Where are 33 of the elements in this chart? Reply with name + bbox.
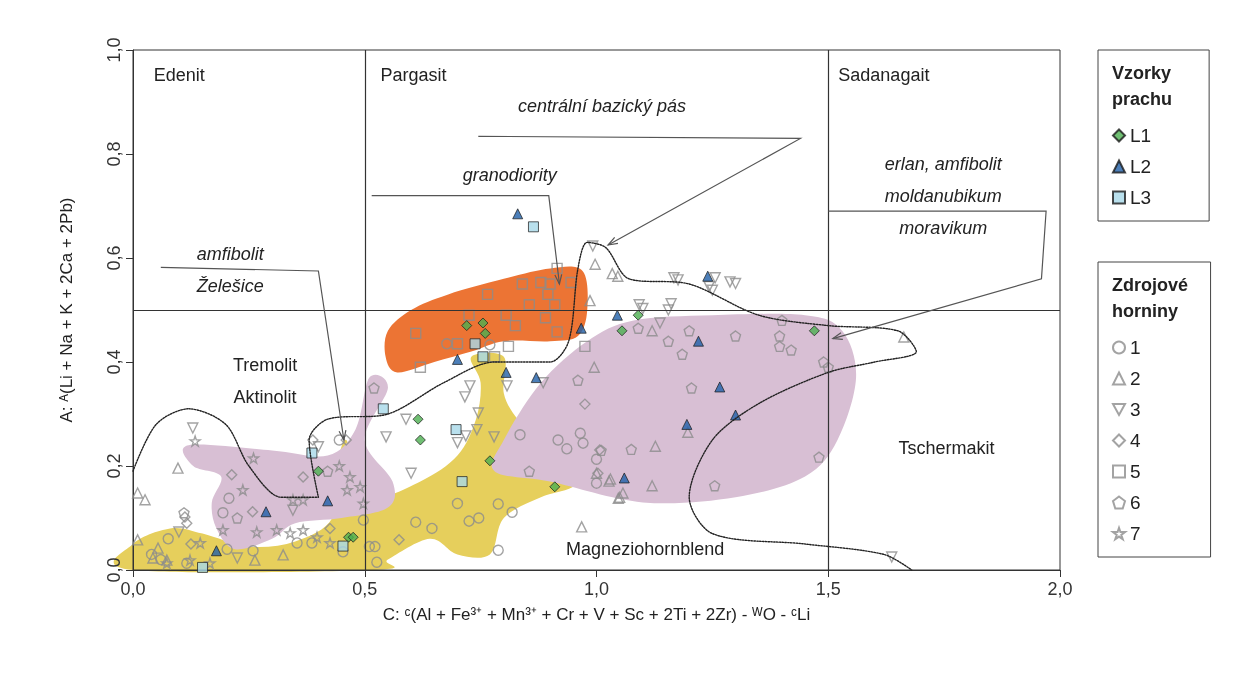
legend-label: 1 xyxy=(1130,337,1141,358)
y-tick-label: 0,4 xyxy=(104,349,124,375)
legend-label: L1 xyxy=(1130,125,1152,146)
annotation: centrální bazický pás xyxy=(518,96,687,117)
y-tick-label: 0,6 xyxy=(104,245,124,271)
x-axis-title: C: ᶜ(Al + Fe³⁺ + Mn³⁺ + Cr + V + Sc + 2Ti + 2Zr) - ᵂO - ᶜLi xyxy=(382,605,811,624)
legend-label: L3 xyxy=(1130,187,1152,208)
x-tick-label: 2,0 xyxy=(1047,579,1073,599)
annotation: Edenit xyxy=(153,64,205,85)
annotation: amfibolit Želešice xyxy=(195,243,265,296)
legend-label: 7 xyxy=(1130,523,1141,544)
y-tick-label: 1,0 xyxy=(104,37,124,63)
legend-label: 4 xyxy=(1130,430,1141,451)
x-tick-label: 1,0 xyxy=(583,579,610,599)
x-tick-label: 0,5 xyxy=(352,579,378,599)
text: Zdrojové horniny xyxy=(1112,275,1189,321)
annotation: Magneziohornblend xyxy=(566,539,725,560)
annotation: Tremolit Aktinolit xyxy=(232,355,298,408)
text: Vzorky prachu xyxy=(1112,63,1173,109)
legend-label: 2 xyxy=(1130,368,1141,389)
legend-label: 6 xyxy=(1130,492,1141,513)
x-tick-label: 1,5 xyxy=(815,579,841,599)
annotation: Tschermakit xyxy=(898,437,995,458)
y-tick-label: 0,8 xyxy=(104,141,124,167)
legend-label: 3 xyxy=(1130,399,1141,420)
annotation: erlan, amfibolit moldanubikum moravikum xyxy=(884,153,1003,238)
y-tick-label: 0,2 xyxy=(104,453,124,479)
annotation: granodiority xyxy=(462,164,558,185)
annotation: Pargasit xyxy=(380,64,447,85)
legend-label: L2 xyxy=(1130,156,1152,177)
y-axis-title: A: ᴬ(Li + Na + K + 2Ca + 2Pb) xyxy=(57,197,76,423)
annotation: Sadanagait xyxy=(838,64,930,85)
legend-label: 5 xyxy=(1130,461,1141,482)
